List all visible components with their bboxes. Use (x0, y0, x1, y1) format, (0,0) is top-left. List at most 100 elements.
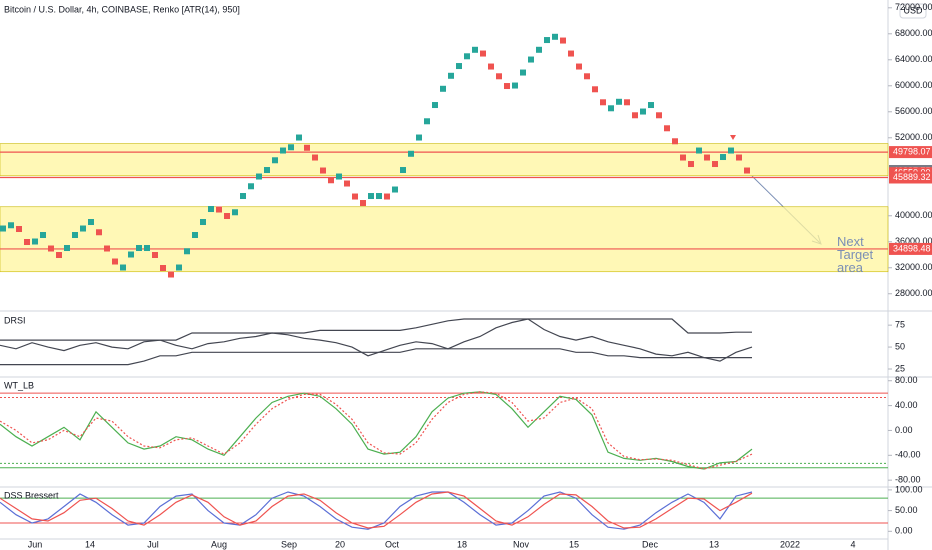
x-tick-label: 2022 (780, 539, 800, 549)
currency-badge[interactable] (899, 3, 927, 19)
x-tick-label: Jul (147, 539, 159, 549)
series-line (0, 391, 753, 470)
brick (600, 99, 606, 106)
brick (0, 225, 6, 232)
y-tick-label: 28000.00 (895, 288, 932, 298)
brick (608, 105, 614, 112)
brick (144, 245, 150, 252)
brick (216, 206, 222, 213)
brick (328, 177, 334, 184)
y-tick-label: 52000.00 (895, 132, 932, 142)
brick (128, 251, 134, 258)
x-tick-label: Sep (281, 539, 297, 549)
brick (584, 73, 590, 80)
x-tick-label: Jun (28, 539, 43, 549)
x-tick-label: Aug (211, 539, 227, 549)
brick (336, 173, 342, 180)
brick (696, 147, 702, 154)
brick (536, 46, 542, 53)
brick (480, 50, 486, 57)
brick (408, 150, 414, 157)
brick (112, 258, 118, 265)
x-tick-label: 20 (335, 539, 345, 549)
brick (40, 232, 46, 239)
y-tick-label: 72000.00 (895, 2, 932, 12)
brick (296, 134, 302, 141)
brick (416, 134, 422, 141)
brick (528, 56, 534, 63)
brick (448, 72, 454, 79)
annotation: Next Target area (837, 234, 874, 275)
x-tick-label: 14 (85, 539, 95, 549)
brick (80, 225, 86, 232)
price-label: 45889.32 (893, 172, 931, 182)
brick (688, 161, 694, 168)
brick (392, 186, 398, 193)
y-tick-label: -40.00 (895, 450, 921, 460)
series-line (0, 491, 753, 530)
brick (664, 125, 670, 132)
chart-title: Bitcoin / U.S. Dollar, 4h, COINBASE, Ren… (4, 4, 240, 14)
brick (656, 112, 662, 119)
x-tick-label: 15 (569, 539, 579, 549)
x-tick-label: 18 (457, 539, 467, 549)
brick (256, 173, 262, 180)
price-label: 49798.07 (893, 146, 931, 156)
brick (64, 245, 70, 252)
y-tick-label: 75 (895, 320, 905, 330)
brick (640, 108, 646, 115)
brick (264, 167, 270, 174)
brick (376, 193, 382, 200)
x-tick-label: 4 (850, 539, 855, 549)
brick (720, 154, 726, 161)
price-badge (889, 146, 932, 159)
brick (704, 154, 710, 161)
marker (730, 135, 736, 140)
brick (16, 226, 22, 233)
brick (576, 63, 582, 70)
pane: 75 50 25 DRSI (0, 315, 905, 373)
price-label: 34898.48 (893, 243, 931, 253)
brick (360, 200, 366, 207)
brick (736, 154, 742, 161)
brick (400, 167, 406, 174)
brick (352, 193, 358, 200)
brick (104, 245, 110, 252)
brick (96, 229, 102, 236)
brick (304, 144, 310, 151)
brick (648, 102, 654, 109)
y-tick-label: 40.00 (895, 400, 918, 410)
brick (32, 238, 38, 245)
brick (168, 271, 174, 278)
brick (48, 245, 54, 252)
brick (616, 98, 622, 105)
brick (368, 193, 374, 200)
brick (568, 50, 574, 57)
brick (288, 144, 294, 151)
y-tick-label: 40000.00 (895, 210, 932, 220)
brick (152, 252, 158, 259)
brick (552, 33, 558, 40)
y-tick-label: 0.00 (895, 526, 913, 536)
pane: 72000.00 68000.00 64000.00 60000.00 56000.00… (0, 2, 932, 298)
brick (544, 37, 550, 44)
x-tick-label: Oct (385, 539, 400, 549)
brick (24, 239, 30, 246)
price-badge (889, 171, 932, 184)
series-line (0, 391, 753, 470)
y-tick-label: 25 (895, 363, 905, 373)
brick (344, 180, 350, 187)
brick (520, 69, 526, 76)
y-tick-label: 100.00 (895, 484, 923, 494)
brick (728, 147, 734, 154)
series-line (0, 318, 753, 362)
x-tick-label: 13 (709, 539, 719, 549)
brick (200, 219, 206, 226)
brick (232, 209, 238, 216)
brick (224, 213, 230, 220)
brick (8, 222, 14, 229)
pane: 80.00 40.00 0.00 -40.00 -80.00 WT_LB (0, 375, 921, 485)
brick (632, 112, 638, 119)
currency[interactable]: USD (903, 5, 923, 15)
